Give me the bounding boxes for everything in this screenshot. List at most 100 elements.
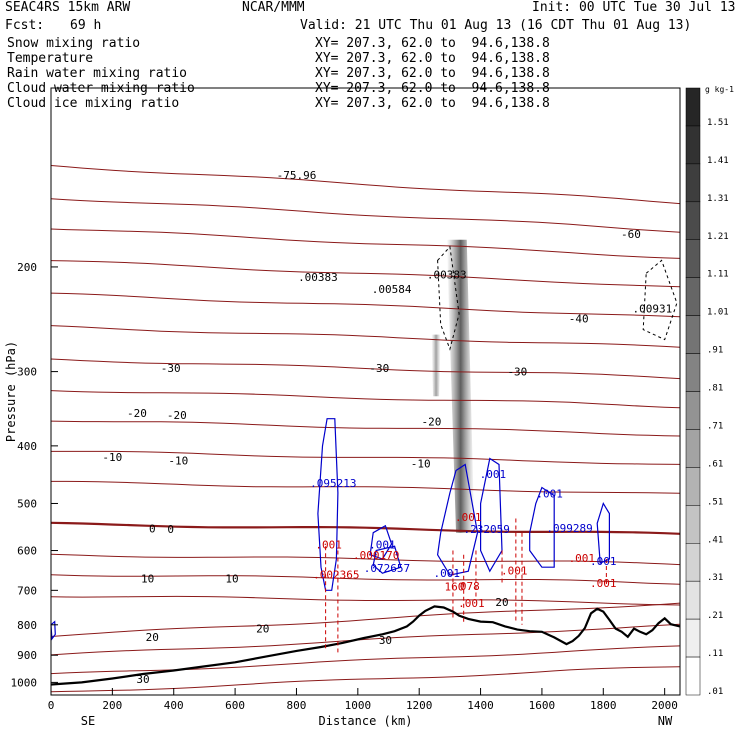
- field-xy-snow: XY= 207.3, 62.0 to 94.6,138.8: [315, 36, 550, 51]
- field-value-label: .001: [458, 597, 485, 610]
- isotherm-line: [50, 574, 681, 585]
- isotherm-line: [51, 480, 681, 494]
- y-tick-label: 900: [17, 649, 37, 662]
- field-xy-temperature: XY= 207.3, 62.0 to 94.6,138.8: [315, 51, 550, 66]
- x-tick-label: 1200: [406, 699, 433, 712]
- isotherm-label: -10: [411, 457, 431, 470]
- colorbar-label: 1.21: [707, 232, 729, 242]
- colorbar-label: 1.11: [707, 270, 729, 280]
- field-value-label: .001: [569, 552, 596, 565]
- colorbar-label: 1.31: [707, 194, 729, 204]
- ice-shading-column: [446, 239, 475, 533]
- x-tick-label: 400: [164, 699, 184, 712]
- colorbar-label: .81: [707, 384, 723, 394]
- colorbar-cell: [685, 391, 701, 430]
- cloud-water-contour: [529, 486, 555, 568]
- isotherm-line: [50, 165, 681, 205]
- y-tick-label: 800: [17, 619, 37, 632]
- isotherm-line: [50, 623, 681, 656]
- forecast-hour: 69 h: [70, 18, 102, 33]
- field-value-label: .001: [590, 555, 617, 568]
- field-value-label: .001: [590, 577, 617, 590]
- colorbar-label: .31: [707, 573, 723, 583]
- plot-frame: [50, 87, 681, 696]
- cloud-water-contour: [596, 502, 610, 564]
- cloud-ice-contour: [642, 259, 678, 341]
- model-title: SEAC4RS 15km ARW: [5, 0, 131, 15]
- field-value-label: .001: [536, 487, 563, 500]
- colorbar-label: 1.01: [707, 308, 729, 318]
- field-value-label: .095213: [310, 477, 356, 490]
- isotherm-label: -20: [167, 409, 187, 422]
- field-value-label: .00584: [372, 283, 412, 296]
- colorbar-label: 1.41: [707, 156, 729, 166]
- colorbar-label: .41: [707, 535, 723, 545]
- colorbar-cell: [685, 315, 701, 354]
- field-value-label: .000170: [353, 549, 399, 562]
- field-value-label: 078: [460, 580, 480, 593]
- field-xy-cloud-ice: XY= 207.3, 62.0 to 94.6,138.8: [315, 96, 550, 111]
- cloud-ice-contour: [437, 245, 460, 351]
- field-value-label: .001: [315, 538, 342, 551]
- y-tick-label: 600: [17, 545, 37, 558]
- field-value-label: .002365: [313, 568, 359, 581]
- isotherm-label: 30: [136, 673, 149, 686]
- cloud-water-contour: [436, 463, 479, 576]
- colorbar-cell: [685, 467, 701, 506]
- colorbar-unit: g kg-1: [705, 85, 734, 94]
- field-value-label: .001: [369, 538, 396, 551]
- x-axis-label: Distance (km): [319, 714, 413, 728]
- isotherm-line: [50, 602, 681, 637]
- isotherm-line: [50, 228, 681, 259]
- cloud-water-contour: [50, 620, 56, 641]
- isotherm-label: 20: [495, 596, 508, 609]
- field-value-label: .001: [501, 564, 528, 577]
- x-tick-label: 0: [48, 699, 55, 712]
- colorbar-label: .61: [707, 459, 723, 469]
- colorbar-cell: [685, 353, 701, 392]
- y-axis-label: Pressure (hPa): [4, 341, 18, 442]
- colorbar-label: .71: [707, 421, 723, 431]
- x-tick-label: 1800: [590, 699, 617, 712]
- isotherm-line: [50, 260, 681, 288]
- y-tick-label: 1000: [11, 676, 38, 689]
- field-value-label: .001: [455, 511, 482, 524]
- isotherm-line: [50, 553, 681, 566]
- y-tick-label: 200: [17, 261, 37, 274]
- colorbar-cell: [685, 163, 701, 203]
- colorbar-label: .21: [707, 611, 723, 621]
- field-value-label: .232059: [464, 523, 510, 536]
- colorbar-cell: [685, 239, 701, 278]
- field-value-label: .072657: [364, 562, 410, 575]
- isotherm-label: 0: [149, 523, 156, 536]
- isotherm-label: 20: [256, 622, 269, 635]
- colorbar-cell: [685, 505, 701, 544]
- field-value-label: .00383: [427, 269, 467, 282]
- cloud-water-contour: [369, 524, 393, 560]
- colorbar-cell: [685, 87, 701, 127]
- isotherm-line: [50, 420, 681, 437]
- colorbar-label: .91: [707, 346, 723, 356]
- colorbar-cell: [685, 429, 701, 468]
- init-time: Init: 00 UTC Tue 30 Jul 13: [532, 0, 736, 15]
- isotherm-label: 20: [146, 631, 159, 644]
- center-label: NCAR/MMM: [242, 0, 305, 15]
- field-value-label: .001: [434, 567, 461, 580]
- isotherm-line: [50, 292, 681, 318]
- x-tick-label: 2000: [651, 699, 678, 712]
- valid-time: Valid: 21 UTC Thu 01 Aug 13 (16 CDT Thu …: [300, 18, 692, 33]
- colorbar-cell: [685, 543, 701, 582]
- colorbar-cell: [685, 125, 701, 165]
- x-tick-label: 1000: [345, 699, 372, 712]
- left-end-label: SE: [81, 714, 95, 728]
- terrain-profile: [50, 605, 681, 686]
- y-tick-label: 700: [17, 584, 37, 597]
- isotherm-label: 0: [167, 523, 174, 536]
- isotherm-label: -10: [168, 454, 188, 467]
- field-value-label: .00931: [633, 303, 673, 316]
- x-tick-label: 1400: [467, 699, 494, 712]
- field-value-label: .099289: [546, 522, 592, 535]
- isotherm-line: [50, 645, 681, 675]
